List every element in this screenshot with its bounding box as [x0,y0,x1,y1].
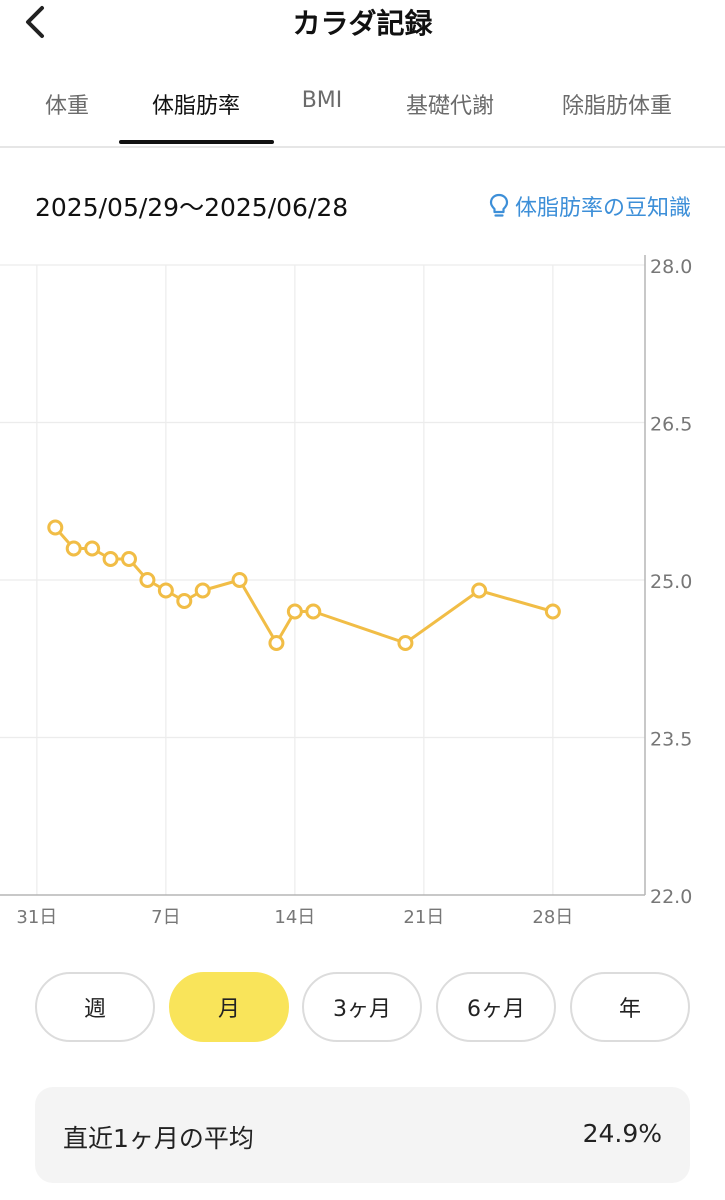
data-point[interactable] [471,582,488,599]
x-tick-label: 14日 [274,907,315,928]
period-month-button[interactable]: 月 [169,972,289,1042]
data-point[interactable] [194,582,211,599]
period-year-button[interactable]: 年 [570,972,690,1042]
data-point[interactable] [84,540,101,557]
x-tick-label: 31日 [16,907,57,928]
tab-body-fat[interactable]: 体脂肪率 [151,94,241,119]
body-fat-tips-link[interactable]: 体脂肪率の豆知識 [489,190,691,222]
metric-tabs: 体重 体脂肪率 BMI 基礎代謝 除脂肪体重 [0,70,725,148]
data-point[interactable] [544,603,561,620]
header: カラダ記録 [0,0,725,44]
period-3month-button[interactable]: 3ヶ月 [302,972,422,1042]
chevron-left-icon [26,6,44,38]
data-point[interactable] [286,603,303,620]
period-week-button[interactable]: 週 [35,972,155,1042]
page-title: カラダ記録 [292,7,433,40]
x-tick-label: 7日 [151,907,180,928]
tips-label: 体脂肪率の豆知識 [514,196,691,221]
x-tick-label: 28日 [532,907,573,928]
tab-lean-body-mass[interactable]: 除脂肪体重 [561,94,673,119]
average-value: 24.9% [582,1119,662,1148]
back-button[interactable] [14,4,54,40]
tab-bmi[interactable]: BMI [301,88,343,113]
x-tick-label: 21日 [403,907,444,928]
data-point[interactable] [157,582,174,599]
body-fat-line-chart: 28.0 26.5 25.0 23.5 22.0 31日 7日 14日 21日 28日 [0,255,692,928]
y-tick-label: 26.5 [650,414,692,436]
active-tab-indicator [119,140,274,144]
y-tick-label: 25.0 [650,571,692,593]
data-point[interactable] [139,572,156,588]
series-line [54,526,554,645]
data-point[interactable] [102,551,119,567]
data-point[interactable] [121,551,137,567]
data-point[interactable] [305,603,322,620]
lightbulb-icon [489,193,509,217]
average-label: 直近1ヶ月の平均 [63,1124,254,1153]
data-point[interactable] [397,635,414,651]
period-6month-button[interactable]: 6ヶ月 [436,972,556,1042]
tab-basal-metabolism[interactable]: 基礎代謝 [405,94,495,119]
y-tick-label: 28.0 [650,256,692,278]
tab-weight[interactable]: 体重 [44,94,90,119]
y-tick-label: 23.5 [650,729,692,751]
data-point[interactable] [176,593,193,609]
period-selector: 週 月 3ヶ月 6ヶ月 年 [0,972,725,1044]
monthly-average-card: 直近1ヶ月の平均 24.9% [35,1087,690,1183]
range-row: 2025/05/29〜2025/06/28 体脂肪率の豆知識 [0,186,725,226]
data-point[interactable] [268,635,285,651]
data-point[interactable] [47,519,64,536]
y-tick-label: 22.0 [650,886,692,908]
data-point[interactable] [231,572,248,588]
date-range: 2025/05/29〜2025/06/28 [35,193,349,222]
data-point[interactable] [65,540,82,557]
